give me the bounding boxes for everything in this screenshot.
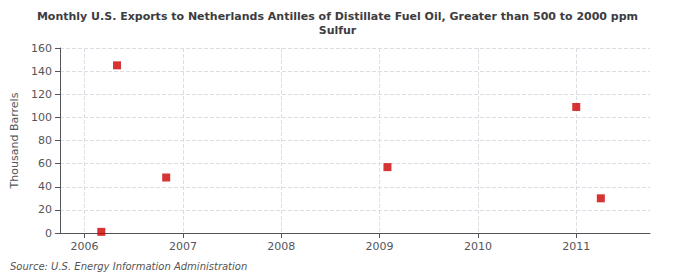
svg-text:100: 100: [31, 111, 52, 124]
svg-text:160: 160: [31, 42, 52, 55]
svg-text:2009: 2009: [366, 240, 394, 253]
svg-text:2011: 2011: [562, 240, 590, 253]
svg-text:40: 40: [38, 180, 52, 193]
svg-text:Sulfur: Sulfur: [319, 24, 357, 37]
svg-text:80: 80: [38, 134, 52, 147]
svg-text:2010: 2010: [464, 240, 492, 253]
svg-text:Thousand Barrels: Thousand Barrels: [8, 92, 21, 189]
svg-text:60: 60: [38, 157, 52, 170]
svg-text:140: 140: [31, 65, 52, 78]
svg-text:2006: 2006: [71, 240, 99, 253]
svg-text:120: 120: [31, 88, 52, 101]
svg-text:2007: 2007: [169, 240, 197, 253]
svg-text:2008: 2008: [267, 240, 295, 253]
svg-text:Source: U.S. Energy Informatio: Source: U.S. Energy Information Administ…: [10, 261, 247, 272]
svg-text:Monthly U.S. Exports to Nether: Monthly U.S. Exports to Netherlands Anti…: [37, 10, 638, 23]
svg-text:20: 20: [38, 203, 52, 216]
svg-text:0: 0: [45, 227, 52, 240]
